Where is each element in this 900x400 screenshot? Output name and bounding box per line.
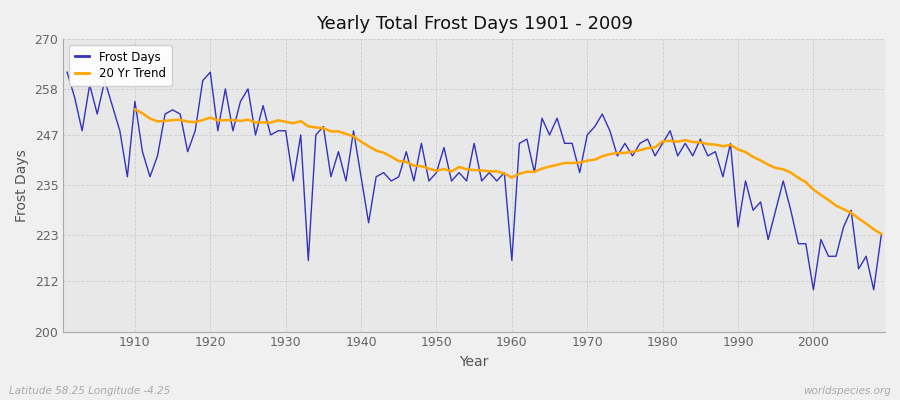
- 20 Yr Trend: [514, 171, 525, 176]
- Frost Days: [62, 70, 73, 74]
- Frost Days: [122, 174, 133, 179]
- 20 Yr Trend: [130, 107, 140, 112]
- Legend: Frost Days, 20 Yr Trend: Frost Days, 20 Yr Trend: [69, 45, 172, 86]
- Text: Latitude 58.25 Longitude -4.25: Latitude 58.25 Longitude -4.25: [9, 386, 170, 396]
- Frost Days: [597, 112, 608, 116]
- Frost Days: [499, 170, 509, 175]
- Line: 20 Yr Trend: 20 Yr Trend: [135, 110, 881, 234]
- Frost Days: [288, 178, 299, 183]
- 20 Yr Trend: [815, 192, 826, 197]
- Text: worldspecies.org: worldspecies.org: [803, 386, 891, 396]
- 20 Yr Trend: [838, 207, 849, 212]
- 20 Yr Trend: [574, 160, 585, 165]
- Frost Days: [808, 287, 819, 292]
- Frost Days: [876, 233, 886, 238]
- Frost Days: [507, 258, 517, 263]
- X-axis label: Year: Year: [460, 355, 489, 369]
- 20 Yr Trend: [273, 118, 284, 123]
- Line: Frost Days: Frost Days: [68, 72, 881, 290]
- Title: Yearly Total Frost Days 1901 - 2009: Yearly Total Frost Days 1901 - 2009: [316, 15, 633, 33]
- 20 Yr Trend: [303, 124, 314, 129]
- 20 Yr Trend: [876, 232, 886, 236]
- Y-axis label: Frost Days: Frost Days: [15, 149, 29, 222]
- Frost Days: [333, 149, 344, 154]
